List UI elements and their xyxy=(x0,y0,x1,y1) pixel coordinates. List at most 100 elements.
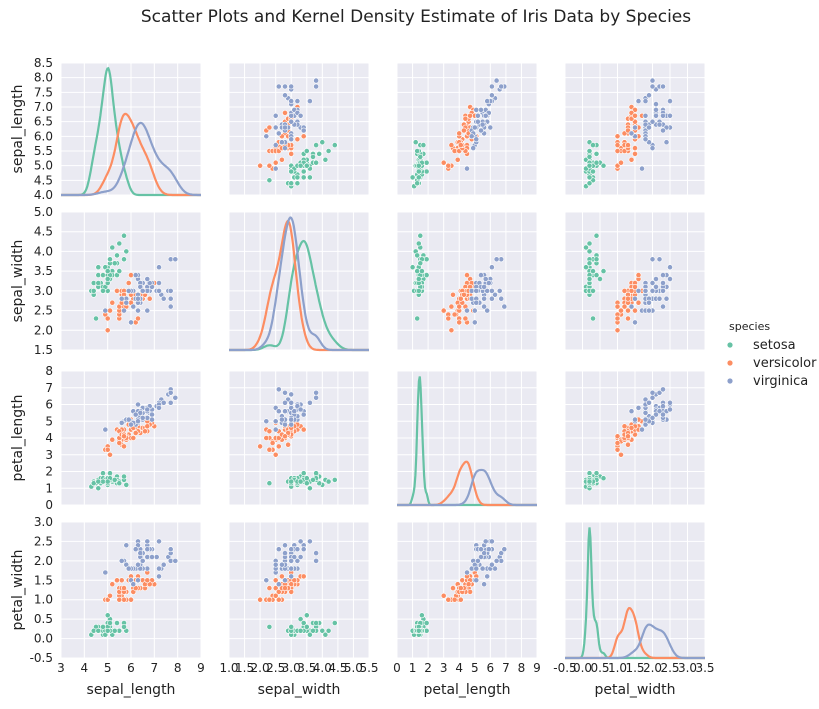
point-versicolor xyxy=(454,156,461,163)
point-versicolor xyxy=(288,150,295,157)
point-virginica xyxy=(473,565,480,572)
point-virginica xyxy=(288,391,295,398)
x-tick-label: 3.5 xyxy=(695,661,714,675)
point-setosa xyxy=(288,180,295,187)
x-tick-label: 4.0 xyxy=(313,661,332,675)
point-virginica xyxy=(160,295,167,302)
x-tick-label: 2 xyxy=(424,661,432,675)
point-virginica xyxy=(646,299,652,306)
point-virginica xyxy=(294,546,301,553)
point-virginica xyxy=(167,303,174,310)
point-versicolor xyxy=(272,159,279,166)
point-setosa xyxy=(100,624,106,630)
point-setosa xyxy=(409,174,416,181)
point-virginica xyxy=(653,112,659,119)
point-virginica xyxy=(470,145,477,151)
point-setosa xyxy=(313,620,319,626)
x-tick-label: 4 xyxy=(455,661,463,675)
point-virginica xyxy=(649,389,656,396)
point-versicolor xyxy=(467,112,473,119)
point-virginica xyxy=(272,112,279,119)
point-virginica xyxy=(135,418,141,425)
y-tick-label: 0.5 xyxy=(34,612,53,626)
x-axis-label: sepal_length xyxy=(87,682,176,698)
point-setosa xyxy=(288,168,295,175)
panel-petal_length-vs-petal_width xyxy=(564,370,706,506)
point-setosa xyxy=(300,470,307,477)
point-virginica xyxy=(278,561,285,568)
point-versicolor xyxy=(618,307,624,314)
point-versicolor xyxy=(109,581,116,588)
point-versicolor xyxy=(448,303,455,310)
point-versicolor xyxy=(121,443,127,450)
point-setosa xyxy=(586,180,593,187)
x-tick-label: 0.0 xyxy=(573,661,592,675)
x-tick-label: 1 xyxy=(409,661,417,675)
point-virginica xyxy=(471,307,478,314)
point-setosa xyxy=(414,148,421,154)
point-setosa xyxy=(294,174,301,181)
x-tick-label: 3.0 xyxy=(282,661,301,675)
point-virginica xyxy=(656,256,663,263)
point-setosa xyxy=(414,252,421,259)
point-virginica xyxy=(288,399,295,406)
point-virginica xyxy=(130,303,137,310)
point-virginica xyxy=(167,287,174,294)
x-axis-label: sepal_width xyxy=(258,682,341,698)
legend-label-virginica: virginica xyxy=(753,374,808,389)
point-virginica xyxy=(144,307,151,314)
point-virginica xyxy=(474,558,481,564)
y-tick-label: 5.5 xyxy=(34,144,53,158)
point-virginica xyxy=(149,411,155,418)
y-tick-label: 3.5 xyxy=(34,264,53,278)
point-setosa xyxy=(417,153,424,160)
point-virginica xyxy=(656,408,663,415)
point-versicolor xyxy=(462,115,469,122)
point-virginica xyxy=(294,98,301,104)
point-versicolor xyxy=(109,299,116,306)
point-virginica xyxy=(288,112,295,119)
point-virginica xyxy=(473,577,480,584)
point-virginica xyxy=(282,92,288,99)
legend: species setosa versicolor virginica xyxy=(727,320,817,389)
legend-marker-setosa xyxy=(727,342,733,348)
point-virginica xyxy=(471,319,478,326)
y-tick-label: 4.5 xyxy=(34,173,53,187)
point-virginica xyxy=(135,561,141,568)
point-virginica xyxy=(282,145,288,151)
panel-sepal_length-vs-sepal_length xyxy=(60,62,202,197)
panel-petal_length-vs-sepal_length xyxy=(60,370,202,506)
point-setosa xyxy=(313,142,319,148)
point-virginica xyxy=(473,299,480,306)
point-setosa xyxy=(600,475,607,482)
point-setosa xyxy=(306,631,313,638)
y-tick-label: 4.0 xyxy=(34,244,53,258)
point-virginica xyxy=(663,139,670,146)
point-virginica xyxy=(137,550,144,556)
point-versicolor xyxy=(300,573,307,580)
point-virginica xyxy=(118,558,125,564)
x-tick-label: 3 xyxy=(57,661,65,675)
point-virginica xyxy=(282,399,288,406)
point-virginica xyxy=(481,581,487,588)
point-versicolor xyxy=(457,585,464,591)
point-virginica xyxy=(485,280,492,286)
point-virginica xyxy=(132,272,139,278)
y-tick-label: 2.0 xyxy=(34,554,53,568)
chart-title: Scatter Plots and Kernel Density Estimat… xyxy=(141,7,691,27)
point-virginica xyxy=(167,389,174,396)
point-virginica xyxy=(501,303,508,310)
point-versicolor xyxy=(275,443,282,450)
point-setosa xyxy=(297,627,304,634)
point-versicolor xyxy=(257,596,263,603)
y-tick-label: 5.0 xyxy=(34,205,53,219)
point-setosa xyxy=(418,612,425,619)
point-versicolor xyxy=(107,592,113,599)
point-versicolor xyxy=(272,592,279,599)
point-virginica xyxy=(282,550,288,556)
point-virginica xyxy=(660,83,666,90)
point-virginica xyxy=(282,83,288,90)
point-versicolor xyxy=(116,596,123,603)
point-setosa xyxy=(586,240,593,247)
